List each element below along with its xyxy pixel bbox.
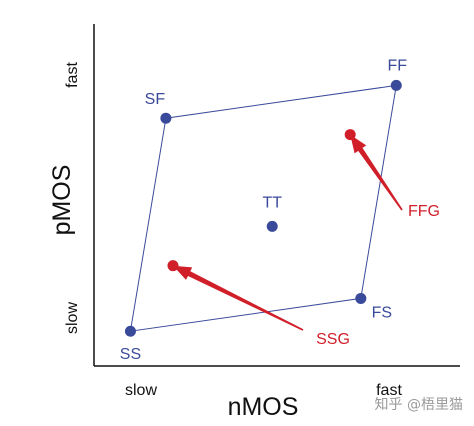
x-tick-slow: slow bbox=[125, 382, 157, 399]
corner-label-fs: FS bbox=[372, 304, 392, 321]
corner-point-fs bbox=[355, 292, 367, 304]
corner-point-sf bbox=[160, 112, 172, 124]
watermark: 知乎 @梧里猫 bbox=[375, 396, 463, 413]
corner-label-ss: SS bbox=[120, 346, 141, 363]
y-tick-fast: fast bbox=[64, 62, 81, 88]
x-tick-fast: fast bbox=[376, 382, 402, 399]
corner-label-tt: TT bbox=[262, 194, 282, 211]
corner-point-ff bbox=[390, 79, 402, 91]
y-axis-title: pMOS bbox=[48, 165, 76, 236]
extra-point-ffg bbox=[344, 129, 356, 141]
corner-point-ss bbox=[124, 325, 136, 337]
extra-label-ssg: SSG bbox=[316, 331, 350, 348]
y-tick-slow: slow bbox=[64, 302, 81, 334]
corner-points-group: SS SF TT FS FF bbox=[120, 57, 408, 363]
extra-point-ssg bbox=[167, 260, 179, 272]
extra-points-group: SSG FFG bbox=[167, 129, 440, 348]
x-axis-title: nMOS bbox=[228, 393, 299, 421]
corner-label-ff: FF bbox=[388, 57, 408, 74]
arrow-ffg bbox=[350, 134, 403, 211]
corner-point-tt bbox=[266, 220, 278, 232]
corner-label-sf: SF bbox=[145, 91, 166, 108]
arrow-ssg bbox=[173, 265, 304, 331]
extra-label-ffg: FFG bbox=[408, 203, 440, 220]
